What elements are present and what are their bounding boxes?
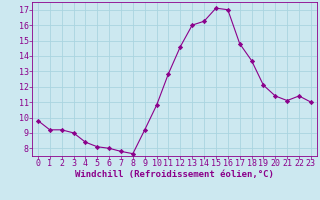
X-axis label: Windchill (Refroidissement éolien,°C): Windchill (Refroidissement éolien,°C) <box>75 170 274 179</box>
